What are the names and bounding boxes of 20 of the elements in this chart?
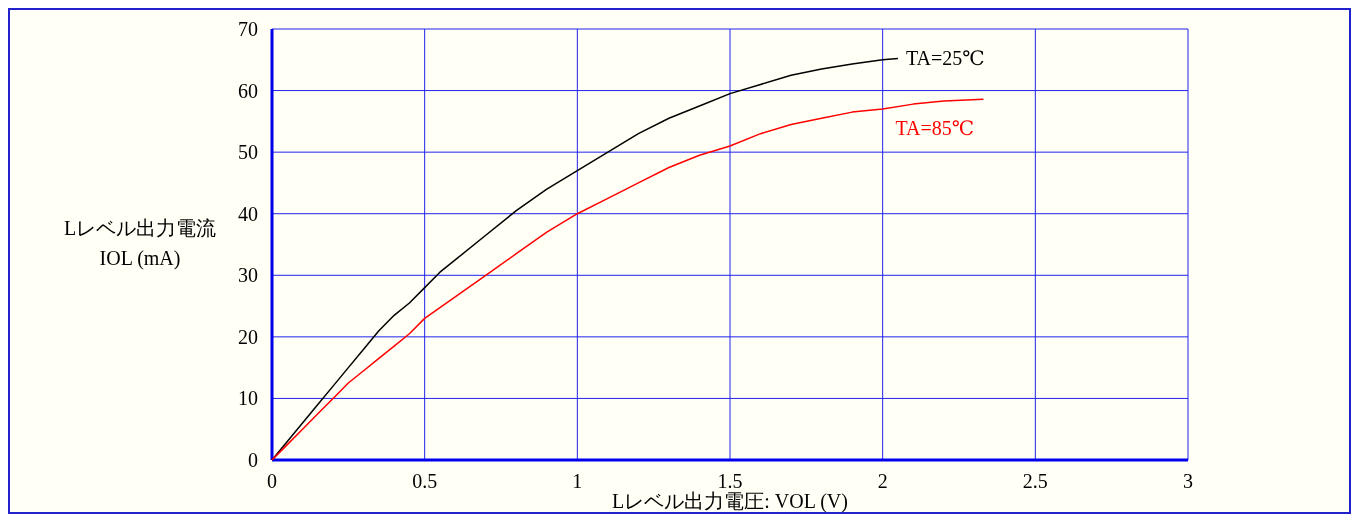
y-axis-title: Lレベル出力電流 IOL (mA) xyxy=(63,216,217,270)
x-tick-label: 3 xyxy=(1183,470,1193,492)
y-tick-label: 60 xyxy=(238,79,258,102)
line-series xyxy=(271,98,985,461)
y-tick-label: 10 xyxy=(238,387,258,410)
y-tick-label: 30 xyxy=(238,264,258,287)
x-tick-label: 0 xyxy=(267,470,277,492)
y-tick-label: 70 xyxy=(238,18,258,40)
y-tick-label: 50 xyxy=(238,141,258,164)
series-label: TA=85℃ xyxy=(895,117,975,140)
x-axis-title: Lレベル出力電圧: VOL (V) xyxy=(612,490,848,513)
y-tick-label: 20 xyxy=(238,325,258,348)
x-tick-label: 2.5 xyxy=(1022,470,1048,492)
x-tick-label: 2 xyxy=(877,470,888,492)
x-tick-label: 0.5 xyxy=(412,470,438,492)
y-tick-label: 40 xyxy=(238,202,258,225)
x-tick-label: 1 xyxy=(572,470,583,492)
series-label: TA=25℃ xyxy=(905,46,985,69)
y-tick-label: 0 xyxy=(248,449,258,471)
x-tick-label: 1.5 xyxy=(717,470,743,492)
